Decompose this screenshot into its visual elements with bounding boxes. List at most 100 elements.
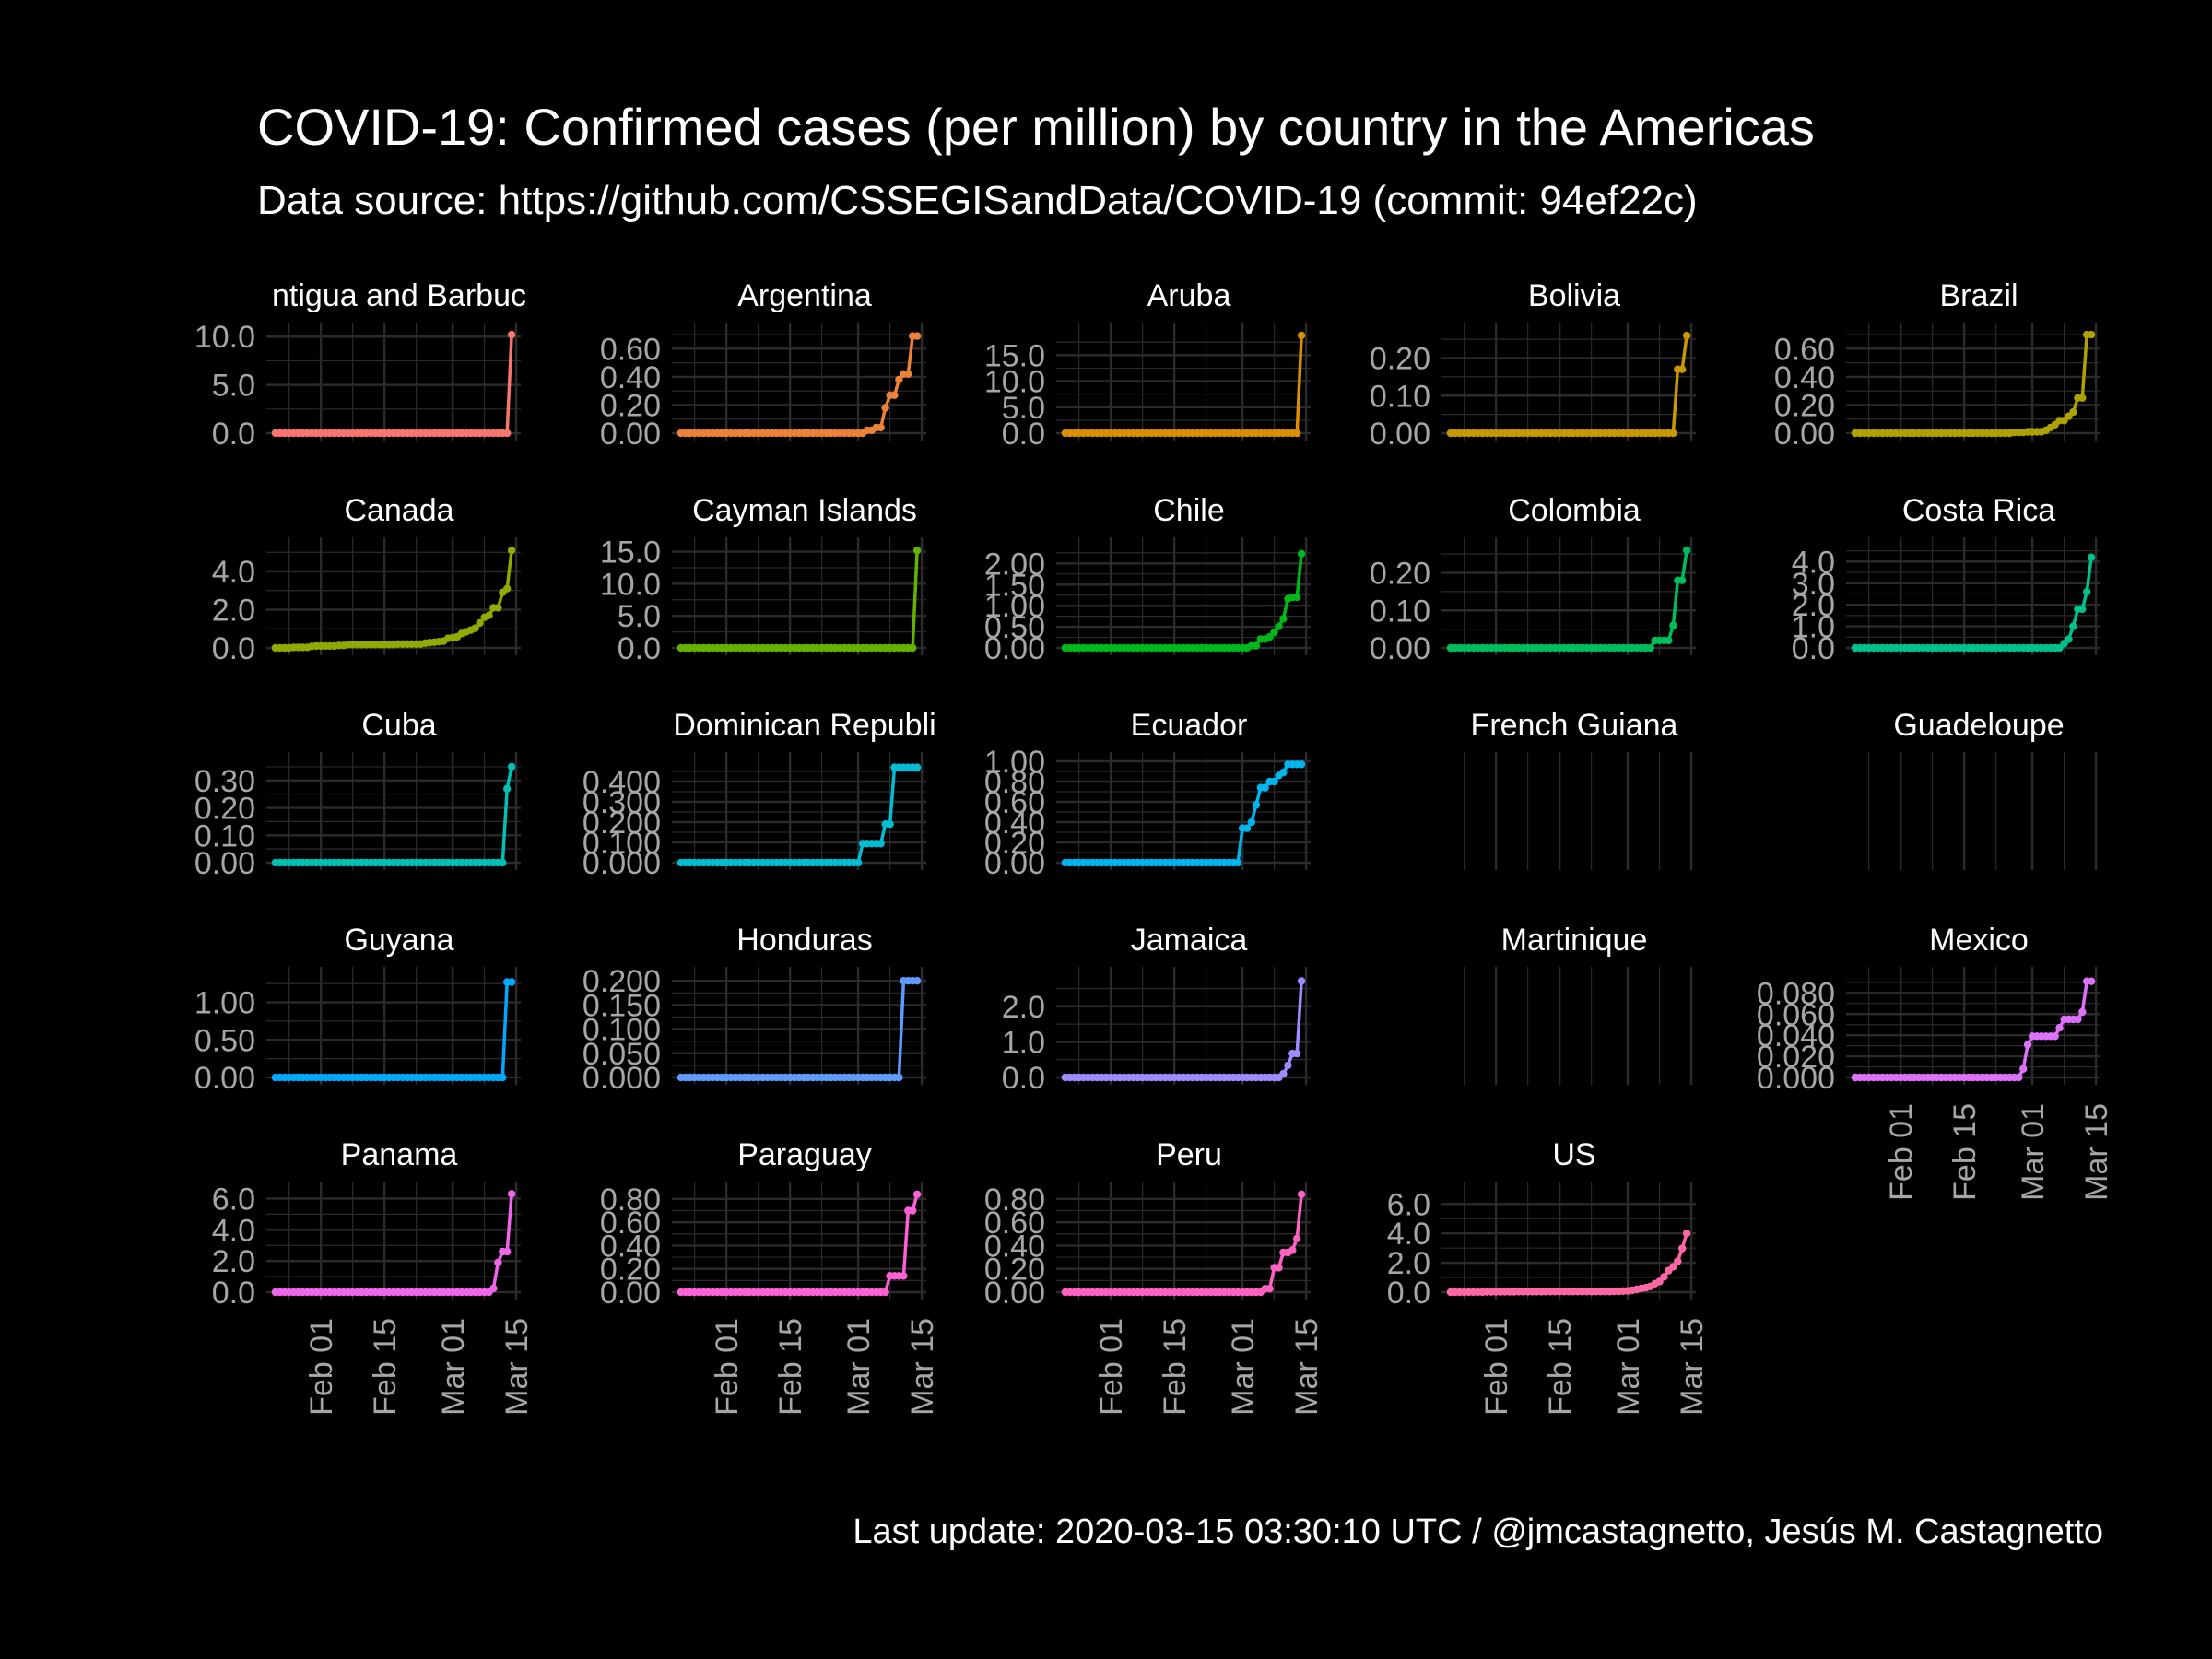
y-tick-label: 0.20: [600, 388, 661, 423]
data-point: [1242, 824, 1252, 832]
panel-title: Panama: [341, 1137, 458, 1172]
data-point: [1270, 628, 1278, 637]
y-tick-label: 0.100: [582, 826, 661, 861]
data-point: [1646, 643, 1654, 653]
data-point: [1297, 760, 1306, 769]
data-point: [2083, 587, 2091, 596]
y-tick-label: 0.60: [1774, 332, 1835, 367]
y-tick-label: 0.0: [1792, 631, 1835, 666]
data-point: [2055, 1023, 2064, 1032]
y-tick-label: 1.00: [984, 589, 1045, 624]
y-tick-label: 15.0: [600, 535, 661, 571]
y-tick-label: 0.0: [212, 1276, 255, 1311]
y-tick-label: 1.0: [1792, 610, 1835, 645]
panel-title: Chile: [1153, 493, 1224, 528]
y-tick-label: 0.0: [1387, 1276, 1430, 1311]
data-point: [909, 643, 917, 653]
y-tick-label: 0.00: [1370, 417, 1430, 452]
x-tick-label: Mar 01: [2016, 1103, 2051, 1201]
y-tick-label: 2.0: [1792, 588, 1835, 623]
panel-title: Guyana: [344, 923, 453, 958]
y-tick-label: 0.000: [582, 1061, 661, 1096]
y-tick-label: 0.10: [1370, 594, 1430, 629]
y-tick-label: 6.0: [1387, 1187, 1430, 1222]
panel-aruba: Aruba 0.05.010.015.0: [984, 278, 1311, 452]
data-point: [471, 624, 479, 632]
data-point: [2087, 977, 2096, 985]
data-point: [1252, 641, 1261, 650]
data-point: [881, 404, 889, 412]
panel-title: Guadeloupe: [1893, 708, 2064, 743]
panel-title: Honduras: [736, 923, 872, 958]
y-tick-label: 0.60: [984, 1206, 1045, 1241]
data-point: [1279, 615, 1288, 623]
data-point: [2078, 394, 2087, 402]
y-tick-label: 0.30: [194, 764, 255, 799]
y-tick-label: 4.0: [212, 1213, 255, 1248]
data-point: [507, 330, 516, 339]
y-tick-label: 0.10: [194, 818, 255, 853]
y-tick-label: 0.060: [1757, 997, 1835, 1032]
y-tick-label: 0.40: [984, 1229, 1045, 1264]
y-tick-label: 10.0: [600, 567, 661, 602]
panel-paraguay: Paraguay 0.000.200.400.600.80 Feb 01 Feb 15…: [600, 1137, 940, 1416]
data-point: [2051, 1032, 2059, 1041]
panel-chile: Chile 0.000.501.001.502.00: [984, 493, 1311, 666]
y-tick-label: 0.150: [582, 988, 661, 1023]
x-tick-label: Mar 15: [905, 1318, 940, 1416]
data-point: [1288, 1246, 1297, 1254]
data-point: [1297, 977, 1306, 985]
data-point: [909, 1206, 917, 1215]
panel-us: US 0.02.04.06.0 Feb 01 Feb 15 Mar 01 Mar 15: [1387, 1137, 1710, 1416]
x-tick-label: Mar 15: [500, 1318, 535, 1416]
data-point: [1233, 858, 1242, 867]
data-point: [877, 840, 885, 848]
y-tick-label: 5.0: [618, 599, 661, 634]
panel-panama: Panama 0.02.04.06.0 Feb 01 Feb 15 Mar 01 Mar …: [212, 1137, 535, 1416]
x-tick-label: Mar 01: [841, 1318, 877, 1416]
panel-peru: Peru 0.000.200.400.600.80 Feb 01 Feb 15 Mar …: [984, 1137, 1324, 1416]
y-tick-label: 1.50: [984, 568, 1045, 603]
y-tick-label: 0.00: [984, 1276, 1045, 1311]
x-tick-label: Mar 15: [1289, 1318, 1324, 1416]
chart-subtitle: Data source: https://github.com/CSSEGISa…: [257, 178, 1698, 223]
y-tick-label: 0.00: [600, 1276, 661, 1311]
data-point: [503, 429, 512, 438]
panel-title: Aruba: [1147, 278, 1231, 313]
panel-title: Paraguay: [737, 1137, 872, 1172]
panel-martinique: Martinique: [1464, 923, 1693, 1085]
data-point: [476, 618, 484, 628]
y-tick-label: 0.00: [1370, 631, 1430, 666]
x-tick-label: Feb 01: [1094, 1318, 1129, 1416]
data-point: [2023, 1041, 2032, 1049]
data-point: [1678, 1244, 1687, 1253]
data-point: [886, 820, 894, 829]
data-point: [900, 1272, 908, 1280]
y-tick-label: 0.000: [1757, 1061, 1835, 1096]
y-tick-label: 4.0: [1792, 545, 1835, 580]
data-point: [2087, 330, 2096, 339]
panel-ecuador: Ecuador 0.000.200.400.600.801.00: [984, 708, 1311, 881]
data-point: [489, 1284, 498, 1293]
y-tick-label: 0.60: [600, 1206, 661, 1241]
y-tick-label: 0.400: [582, 765, 661, 800]
y-tick-label: 0.000: [582, 846, 661, 881]
panel-argentina: Argentina 0.000.200.400.60: [600, 278, 926, 452]
data-point: [1275, 1264, 1283, 1272]
data-point: [904, 370, 912, 378]
data-point: [1279, 1069, 1288, 1078]
y-tick-label: 0.00: [984, 846, 1045, 881]
data-point: [1678, 576, 1687, 584]
data-point: [1247, 818, 1256, 827]
data-point: [1293, 429, 1301, 438]
data-point: [1678, 365, 1687, 373]
y-tick-label: 0.0: [212, 417, 255, 452]
panel-title: Dominican Republi: [673, 708, 935, 743]
panel-antigua-and-barbuda: ntigua and Barbuc 0.0 5.0 10.0: [194, 278, 526, 452]
data-point: [1297, 1190, 1306, 1199]
data-point: [1284, 1061, 1292, 1070]
data-point: [1252, 801, 1261, 809]
